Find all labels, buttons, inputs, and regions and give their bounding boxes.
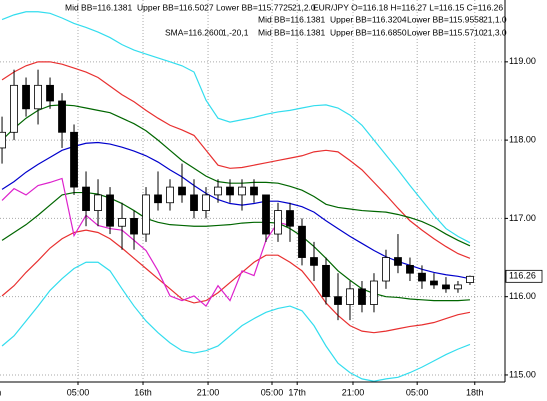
- candle-body: [406, 264, 414, 274]
- candle-body: [370, 280, 378, 305]
- candle-body: [310, 257, 318, 266]
- indicator-line: [1, 104, 471, 247]
- legend-text: Mid BB=116.1381: [258, 27, 325, 37]
- legend-text: Mid BB=116.1381: [65, 2, 132, 12]
- y-tick-label: 117.00: [509, 213, 536, 223]
- candle-body: [226, 186, 234, 196]
- x-tick-label: 15th: [0, 387, 1, 397]
- legend-text: Upper BB=116.5027: [137, 2, 214, 12]
- legend-text: 1,-20,1: [222, 27, 249, 37]
- indicator-line: [1, 191, 471, 302]
- candle-body: [250, 186, 258, 196]
- candle-body: [22, 84, 30, 110]
- legend-text: EUR/JPY O=116.18 H=116.27 L=116.15 C=116…: [313, 2, 503, 12]
- candle-body: [394, 257, 402, 266]
- candle-body: [430, 280, 438, 286]
- candle-body: [274, 210, 282, 235]
- candle-body: [190, 194, 198, 211]
- candle-body: [334, 296, 342, 305]
- y-tick-label: 118.00: [509, 134, 536, 144]
- candle-body: [10, 84, 18, 133]
- y-tick-label: 115.00: [509, 369, 536, 379]
- candle-body: [130, 217, 138, 235]
- indicator-line: [1, 141, 471, 280]
- candle-body: [142, 194, 150, 235]
- x-tick-label: 17th: [288, 387, 306, 397]
- legend-text: 21,2.0: [292, 2, 316, 12]
- candle-body: [70, 131, 78, 188]
- candle-body: [286, 210, 294, 227]
- legend-text: Upper BB=116.3204: [330, 14, 407, 24]
- last-price-label: 116.26: [509, 271, 536, 281]
- candle-body: [118, 217, 126, 227]
- indicator-line: [1, 229, 471, 334]
- x-tick-label: 21:00: [197, 387, 220, 397]
- candle-body: [322, 264, 330, 298]
- candle-body: [346, 288, 354, 305]
- candle-body: [178, 186, 186, 196]
- legend-text: SMA=116.2600: [165, 27, 223, 37]
- x-tick-label: 16th: [134, 387, 152, 397]
- candle-body: [82, 186, 90, 211]
- indicator-line: [1, 261, 471, 382]
- candle-body: [262, 194, 270, 235]
- candle-body: [34, 84, 42, 110]
- y-tick-label: 119.00: [509, 56, 536, 66]
- legend-text: Mid BB=116.1381: [258, 14, 325, 24]
- x-tick-label: 05:00: [67, 387, 90, 397]
- candle-body: [382, 257, 390, 282]
- candle-body: [418, 272, 426, 282]
- legend-text: 21,3.0: [483, 27, 507, 37]
- candle-body: [214, 186, 222, 196]
- y-tick-label: 116.00: [509, 291, 536, 301]
- indicator-line: [1, 11, 471, 244]
- legend-text: Lower BB=115.9558: [407, 14, 484, 24]
- candle-body: [46, 84, 54, 102]
- candle-body: [466, 275, 474, 283]
- x-tick-label: 05:00: [261, 387, 284, 397]
- x-tick-label: 21:00: [342, 387, 365, 397]
- legend-text: Upper BB=116.6850: [330, 27, 407, 37]
- candle-body: [166, 186, 174, 204]
- candle-body: [0, 131, 6, 149]
- x-tick-label: 18th: [466, 387, 484, 397]
- candle-body: [298, 225, 306, 258]
- candle-body: [358, 288, 366, 305]
- candle-body: [238, 186, 246, 196]
- legend-text: 21,1.0: [483, 14, 507, 24]
- legend-text: Lower BB=115.7725: [216, 2, 293, 12]
- candle-body: [94, 194, 102, 211]
- candle-body: [202, 194, 210, 211]
- candle-body: [154, 194, 162, 204]
- candle-body: [58, 100, 66, 133]
- candle-body: [442, 284, 450, 290]
- indicator-line: [1, 177, 291, 307]
- x-tick-label: 05:00: [406, 387, 429, 397]
- candle-body: [106, 194, 114, 227]
- last-price-box: [505, 269, 543, 283]
- candle-body: [454, 284, 462, 290]
- plot-area: [0, 0, 505, 382]
- legend-text: Lower BB=115.5710: [407, 27, 484, 37]
- indicator-line: [1, 61, 471, 259]
